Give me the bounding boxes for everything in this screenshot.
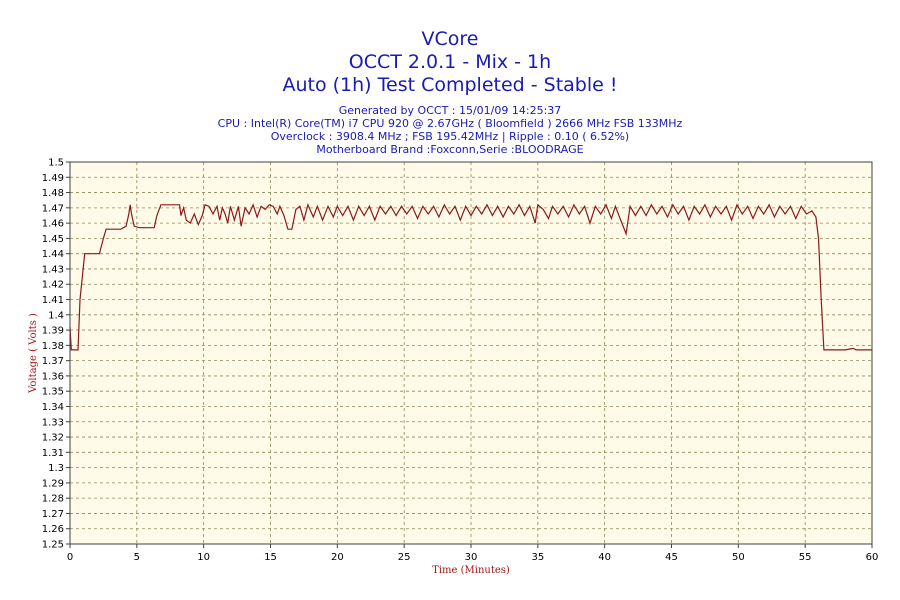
y-tick-label: 1.37 xyxy=(42,356,64,367)
info-cpu: CPU : Intel(R) Core(TM) i7 CPU 920 @ 2.6… xyxy=(217,117,683,130)
x-tick-label: 40 xyxy=(598,552,611,563)
y-tick-label: 1.4 xyxy=(48,310,64,321)
chart-subtitle: OCCT 2.0.1 - Mix - 1h xyxy=(348,51,552,73)
x-tick-label: 55 xyxy=(799,552,812,563)
y-axis-label: Voltage ( Volts ) xyxy=(28,313,39,394)
plot-frame xyxy=(69,161,873,545)
y-tick-label: 1.28 xyxy=(42,494,64,505)
info-generated: Generated by OCCT : 15/01/09 14:25:37 xyxy=(338,104,562,117)
y-tick-label: 1.48 xyxy=(42,188,64,199)
info-motherboard: Motherboard Brand :Foxconn,Serie :BLOODR… xyxy=(316,143,584,156)
x-tick-label: 20 xyxy=(331,552,344,563)
x-tick-label: 30 xyxy=(465,552,478,563)
y-tick-label: 1.44 xyxy=(42,249,64,260)
y-tick-label: 1.42 xyxy=(42,280,64,291)
x-axis-label: Time (Minutes) xyxy=(432,565,510,576)
y-tick-label: 1.46 xyxy=(42,219,64,230)
y-tick-label: 1.29 xyxy=(42,478,64,489)
y-tick-label: 1.49 xyxy=(42,173,64,184)
y-tick-label: 1.27 xyxy=(42,509,64,520)
y-tick-label: 1.31 xyxy=(42,448,64,459)
y-tick-label: 1.35 xyxy=(42,387,64,398)
y-tick-label: 1.33 xyxy=(42,417,64,428)
x-tick-label: 35 xyxy=(531,552,544,563)
x-tick-label: 0 xyxy=(67,552,73,563)
y-tick-label: 1.39 xyxy=(42,326,64,337)
test-status: Auto (1h) Test Completed - Stable ! xyxy=(282,74,618,96)
y-tick-label: 1.45 xyxy=(42,234,64,245)
series-line-vcore xyxy=(69,202,872,351)
y-tick-label: 1.47 xyxy=(42,203,64,214)
y-tick-label: 1.43 xyxy=(42,264,64,275)
y-tick-label: 1.5 xyxy=(48,158,64,169)
y-tick-label: 1.3 xyxy=(48,463,64,474)
x-tick-label: 60 xyxy=(866,552,879,563)
y-tick-label: 1.32 xyxy=(42,433,64,444)
x-tick-label: 25 xyxy=(398,552,411,563)
y-tick-label: 1.41 xyxy=(42,295,64,306)
y-tick-label: 1.36 xyxy=(42,371,64,382)
ticks: 1.51.491.481.471.461.451.441.431.421.411… xyxy=(42,158,879,564)
x-tick-label: 50 xyxy=(732,552,745,563)
x-tick-label: 10 xyxy=(197,552,210,563)
x-tick-label: 15 xyxy=(264,552,277,563)
x-tick-label: 45 xyxy=(665,552,678,563)
info-overclock: Overclock : 3908.4 MHz ; FSB 195.42MHz |… xyxy=(270,130,630,143)
y-tick-label: 1.25 xyxy=(42,540,64,551)
chart-title: VCore xyxy=(421,28,479,50)
y-tick-label: 1.34 xyxy=(42,402,64,413)
y-tick-label: 1.26 xyxy=(42,524,64,535)
x-tick-label: 5 xyxy=(134,552,140,563)
y-tick-label: 1.38 xyxy=(42,341,64,352)
